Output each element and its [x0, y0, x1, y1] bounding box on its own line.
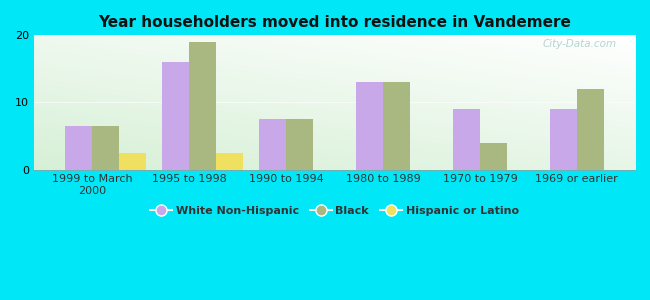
- Bar: [286, 119, 313, 170]
- Bar: [383, 82, 410, 170]
- Text: City-Data.com: City-Data.com: [543, 39, 617, 50]
- Bar: [189, 42, 216, 170]
- Bar: [550, 109, 577, 170]
- Bar: [162, 62, 189, 170]
- Bar: [92, 126, 120, 170]
- Bar: [65, 126, 92, 170]
- Legend: White Non-Hispanic, Black, Hispanic or Latino: White Non-Hispanic, Black, Hispanic or L…: [146, 202, 523, 220]
- Bar: [577, 89, 604, 170]
- Bar: [120, 153, 146, 169]
- Bar: [453, 109, 480, 170]
- Title: Year householders moved into residence in Vandemere: Year householders moved into residence i…: [98, 15, 571, 30]
- Bar: [259, 119, 286, 170]
- Bar: [356, 82, 383, 170]
- Bar: [480, 143, 507, 169]
- Bar: [216, 153, 243, 169]
